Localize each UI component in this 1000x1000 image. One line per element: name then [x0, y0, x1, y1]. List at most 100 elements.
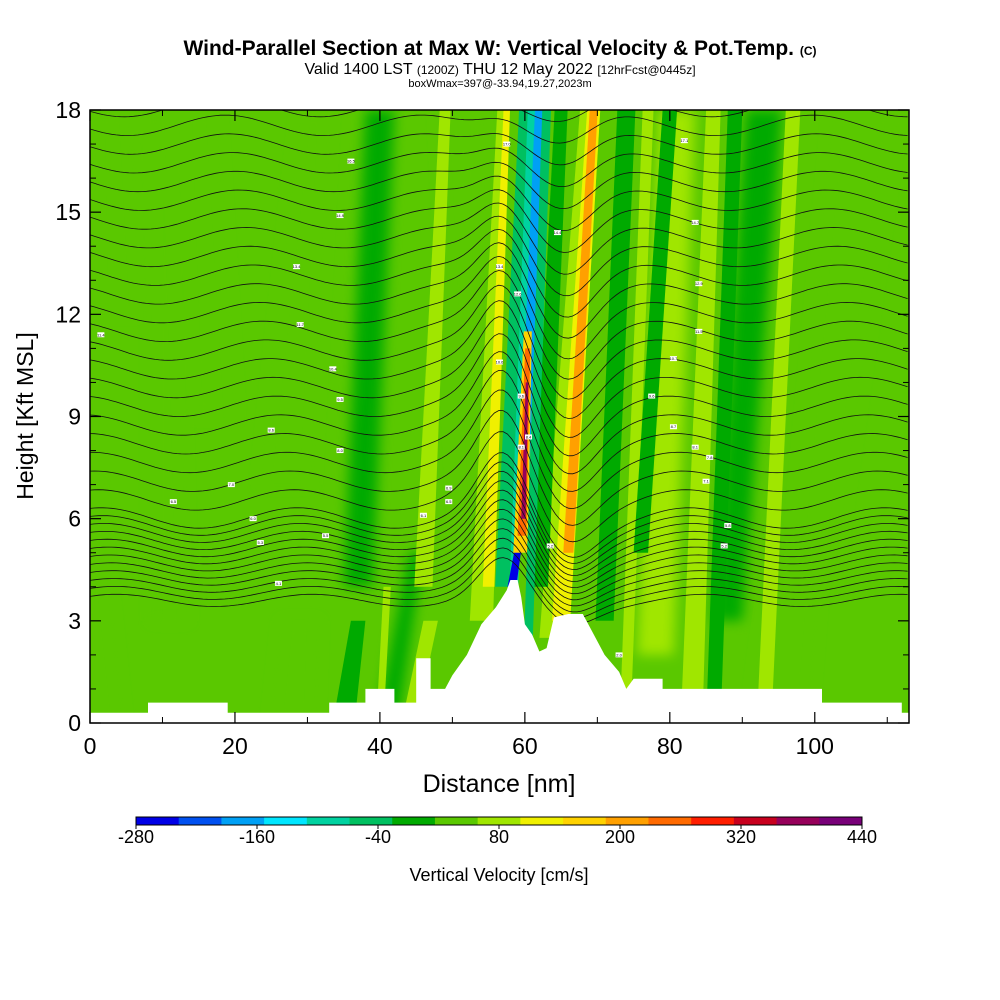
- colorbar-tick-label: 200: [605, 827, 635, 847]
- contour-label: 14.9: [336, 213, 345, 219]
- velocity-region: [376, 552, 424, 723]
- svg-text:7.1: 7.1: [703, 479, 709, 484]
- velocity-region: [495, 110, 531, 587]
- contour-label: 6.5: [445, 499, 452, 505]
- theta-contour: [90, 537, 908, 613]
- contour-label: 7.8: [706, 454, 713, 460]
- valid-prefix: Valid 1400 LST: [304, 61, 413, 78]
- svg-text:12.6: 12.6: [514, 291, 523, 296]
- y-tick-label: 18: [55, 97, 81, 123]
- contour-label: 11.7: [296, 322, 305, 328]
- colorbar-swatch: [776, 817, 820, 825]
- velocity-region: [521, 382, 529, 519]
- theta-contour: [90, 518, 908, 601]
- svg-text:6.9: 6.9: [446, 486, 452, 491]
- contour-label: 11.4: [97, 332, 105, 338]
- contour-label: 14.7: [691, 219, 700, 225]
- theta-contour: [90, 410, 908, 526]
- contour-label: 6.0: [249, 516, 257, 522]
- velocity-region: [756, 110, 801, 723]
- contour-label: 5.2: [720, 543, 728, 549]
- svg-text:2.0: 2.0: [616, 652, 622, 657]
- y-tick-label: 9: [68, 404, 81, 430]
- contour-label: 8.6: [267, 427, 275, 433]
- svg-text:6.0: 6.0: [250, 516, 256, 521]
- chart-title: Wind-Parallel Section at Max W: Vertical…: [0, 38, 1000, 62]
- svg-text:5.2: 5.2: [547, 543, 553, 548]
- contour-label: 2.0: [615, 652, 623, 658]
- colorbar-tick-label: -160: [239, 827, 275, 847]
- velocity-region: [271, 620, 319, 723]
- theta-contour: [90, 270, 908, 380]
- colorbar-label: Vertical Velocity [cm/s]: [409, 865, 588, 885]
- theta-contour: [90, 547, 908, 619]
- svg-text:8.6: 8.6: [268, 428, 274, 433]
- velocity-region: [713, 110, 783, 621]
- theta-contour: [90, 452, 908, 558]
- velocity-region: [180, 110, 235, 417]
- theta-contour: [90, 242, 908, 339]
- velocity-region: [93, 110, 141, 315]
- svg-text:12.9: 12.9: [695, 281, 704, 286]
- valid-date: THU 12 May 2022: [463, 61, 593, 78]
- terrain: [90, 580, 909, 723]
- svg-text:16.5: 16.5: [347, 159, 356, 164]
- theta-contour: [90, 528, 908, 607]
- theta-contour: [90, 489, 908, 583]
- velocity-region: [437, 110, 489, 553]
- contour-label: 12.6: [514, 291, 523, 297]
- box-info: boxWmax=397@-33.94,19.27,2023m: [408, 78, 592, 90]
- theta-contour: [90, 470, 908, 570]
- svg-text:8.1: 8.1: [518, 445, 524, 450]
- svg-text:5.5: 5.5: [323, 533, 329, 538]
- theta-contour: [90, 255, 908, 360]
- svg-text:9.6: 9.6: [518, 394, 524, 399]
- contour-label: 4.1: [274, 580, 282, 586]
- colorbar-tick-label: -280: [118, 827, 154, 847]
- valid-utc: (1200Z): [416, 63, 459, 77]
- colorbar-swatch: [477, 817, 521, 825]
- x-tick-label: 0: [84, 733, 97, 759]
- theta-contours: [90, 110, 908, 625]
- svg-text:13.4: 13.4: [293, 264, 302, 269]
- theta-contour: [90, 333, 908, 457]
- svg-text:10.7: 10.7: [670, 356, 679, 361]
- contour-label: 8.1: [691, 444, 699, 450]
- contour-label: 8.1: [517, 444, 525, 450]
- theta-contour: [90, 284, 908, 400]
- svg-text:5.3: 5.3: [258, 540, 264, 545]
- velocity-region: [637, 110, 696, 655]
- theta-contour: [90, 202, 908, 275]
- theta-contour: [90, 480, 908, 577]
- theta-contour: [90, 508, 908, 595]
- x-tick-label: 20: [222, 733, 248, 759]
- colorbar-swatch: [691, 817, 735, 825]
- theta-contour: [90, 175, 908, 232]
- colorbar-swatch: [221, 817, 265, 825]
- velocity-region: [633, 110, 678, 553]
- colorbar-tick-label: 440: [847, 827, 877, 847]
- contour-label: 10.6: [496, 359, 504, 365]
- svg-text:5.8: 5.8: [725, 523, 731, 528]
- colorbar-swatch: [648, 817, 692, 825]
- svg-text:8.0: 8.0: [337, 448, 343, 453]
- svg-text:5.2: 5.2: [721, 543, 727, 548]
- velocity-region: [332, 620, 366, 723]
- contour-label: 6.9: [445, 485, 452, 491]
- contour-label: 6.1: [419, 512, 427, 518]
- contour-label: 7.0: [227, 482, 235, 488]
- svg-text:14.7: 14.7: [691, 220, 700, 225]
- theta-contour: [90, 369, 908, 492]
- velocity-region: [151, 110, 188, 621]
- velocity-region: [620, 110, 654, 689]
- theta-contour: [90, 316, 908, 438]
- svg-text:14.9: 14.9: [336, 213, 345, 218]
- colorbar-swatch: [392, 817, 436, 825]
- contour-label: 11.5: [695, 328, 703, 334]
- theta-contour: [90, 133, 908, 166]
- y-tick-label: 0: [68, 710, 81, 736]
- contour-label: 13.4: [496, 264, 504, 270]
- velocity-region: [680, 110, 721, 723]
- colorbar-swatch: [264, 817, 308, 825]
- contour-label: 14.4: [554, 230, 562, 236]
